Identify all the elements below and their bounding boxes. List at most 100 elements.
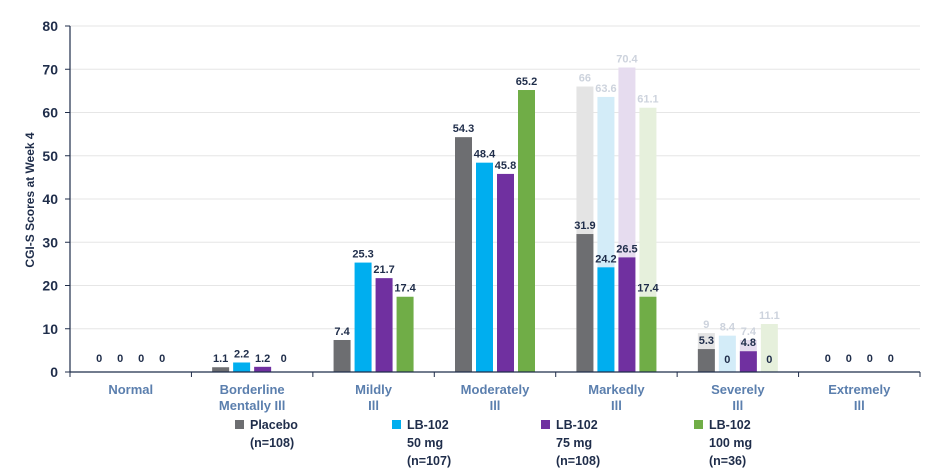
y-tick-label: 10 — [42, 321, 58, 337]
x-category-label-line: Markedly — [588, 382, 645, 397]
bar-value-label: 54.3 — [453, 123, 474, 135]
legend-n: (n=108) — [556, 454, 601, 468]
bar — [375, 278, 393, 372]
bar — [639, 296, 657, 372]
bar-value-label: 0 — [867, 353, 873, 365]
legend-item-100mg: LB-102 100 mg (n=36) — [694, 416, 752, 470]
ghost-bar-value-label: 7.4 — [741, 326, 757, 338]
bar — [697, 349, 715, 372]
ghost-bar-value-label: 66 — [579, 73, 591, 85]
bar-value-label: 5.3 — [699, 335, 714, 347]
bar-value-label: 48.4 — [474, 149, 496, 161]
ghost-bar-value-label: 63.6 — [595, 83, 616, 95]
x-category-label-line: Ill — [611, 398, 622, 413]
bar-value-label: 0 — [159, 353, 165, 365]
legend-item-placebo: Placebo (n=108) — [235, 416, 298, 452]
ghost-bar-value-label: 9 — [703, 319, 709, 331]
bar-value-label: 0 — [888, 353, 894, 365]
legend-label: Placebo — [250, 418, 298, 432]
ghost-bar-value-label: 70.4 — [616, 54, 638, 66]
x-category-label-line: Ill — [854, 398, 865, 413]
ghost-bar-value-label: 11.1 — [759, 310, 780, 322]
x-category-label: Severely Ill — [711, 382, 765, 413]
bar-value-label: 0 — [96, 353, 102, 365]
y-tick-label: 80 — [42, 18, 58, 34]
bar — [333, 339, 351, 372]
legend-n: (n=107) — [407, 454, 452, 468]
x-category-label-line: Moderately — [461, 382, 530, 397]
bar-value-label: 7.4 — [334, 326, 350, 338]
x-category-label: Moderately Ill — [461, 382, 530, 413]
bar-value-label: 0 — [825, 353, 831, 365]
bar-value-label: 65.2 — [516, 76, 537, 88]
bar — [497, 173, 514, 372]
y-tick-label: 20 — [42, 278, 58, 294]
y-tick-label: 60 — [42, 105, 58, 121]
bar — [618, 257, 636, 372]
legend-item-50mg: LB-102 50 mg (n=107) — [392, 416, 451, 470]
x-category-label: Borderline Mentally Ill — [219, 382, 285, 413]
y-tick-label: 40 — [42, 191, 58, 207]
bar-value-label: 17.4 — [637, 283, 659, 295]
bar-value-label: 0 — [724, 354, 730, 366]
legend-n: (n=36) — [709, 454, 747, 468]
x-category-label-line: Normal — [108, 382, 153, 397]
x-category-label-line: Ill — [490, 398, 501, 413]
x-category-label-line: Borderline — [220, 382, 285, 397]
bar — [396, 296, 414, 372]
bar-value-label: 0 — [138, 353, 144, 365]
y-tick-label: 0 — [50, 364, 58, 380]
x-category-label: Extremely Ill — [828, 382, 891, 413]
bar — [233, 362, 251, 372]
legend-swatch-75mg — [541, 420, 550, 429]
bar-value-label: 0 — [281, 353, 287, 365]
ghost-bar — [760, 323, 778, 372]
legend-swatch-placebo — [235, 420, 244, 429]
y-tick-label: 70 — [42, 61, 58, 77]
bar — [518, 90, 535, 372]
bar — [212, 367, 230, 372]
bar-value-label: 17.4 — [394, 283, 416, 295]
bar — [254, 366, 272, 372]
bar-value-label: 21.7 — [373, 264, 394, 276]
y-axis-label: CGI-S Scores at Week 4 — [23, 132, 37, 267]
legend-dose: 50 mg — [407, 436, 444, 450]
bar-value-label: 45.8 — [495, 160, 516, 172]
x-category-label: Markedly Ill — [588, 382, 645, 413]
bar-value-label: 1.1 — [213, 353, 228, 365]
x-category-label-line: Ill — [732, 398, 743, 413]
y-tick-label: 30 — [42, 234, 58, 250]
x-category-label: Mildly Ill — [355, 382, 393, 413]
bar-value-label: 24.2 — [595, 253, 616, 265]
bar-value-label: 26.5 — [616, 243, 637, 255]
bar-value-label: 31.9 — [574, 220, 595, 232]
bar-value-label: 0 — [766, 354, 772, 366]
bar — [576, 234, 594, 372]
bar — [455, 137, 472, 372]
x-category-label: Normal — [108, 382, 153, 397]
x-category-label-line: Mildly — [355, 382, 393, 397]
bar-value-label: 2.2 — [234, 348, 249, 360]
legend-n: (n=108) — [250, 436, 295, 450]
y-tick-label: 50 — [42, 148, 58, 164]
ghost-bar-value-label: 8.4 — [720, 322, 736, 334]
bar-value-label: 0 — [117, 353, 123, 365]
legend-dose: 75 mg — [556, 436, 593, 450]
bar — [597, 267, 615, 372]
x-category-label-line: Ill — [368, 398, 379, 413]
ghost-bar — [718, 335, 736, 372]
bar-value-label: 1.2 — [255, 353, 270, 365]
bar-value-label: 0 — [846, 353, 852, 365]
x-category-label-line: Severely — [711, 382, 765, 397]
bar — [739, 351, 757, 372]
x-category-label-line: Mentally Ill — [219, 398, 285, 413]
bar-value-label: 25.3 — [352, 249, 373, 261]
legend-label: LB-102 — [556, 418, 598, 432]
bar-value-label: 4.8 — [741, 337, 756, 349]
x-category-label-line: Extremely — [828, 382, 891, 397]
legend-dose: 100 mg — [709, 436, 753, 450]
legend-swatch-100mg — [694, 420, 703, 429]
legend-label: LB-102 — [407, 418, 449, 432]
legend-swatch-50mg — [392, 420, 401, 429]
